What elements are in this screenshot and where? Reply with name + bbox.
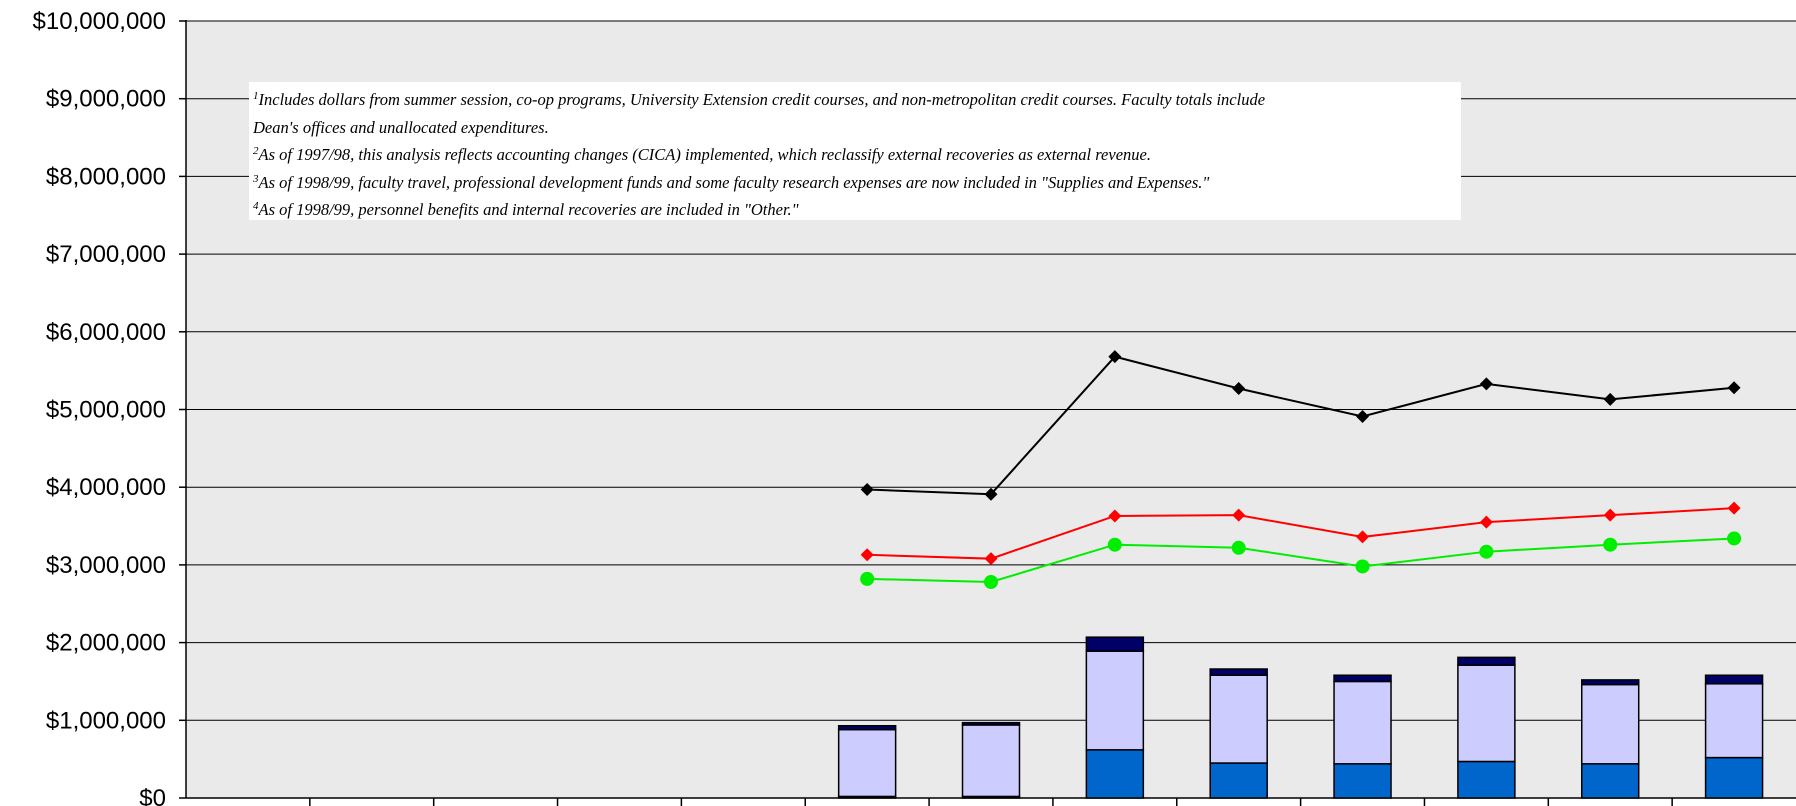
bar-segment: [1580, 679, 1640, 686]
footnote-marker: 3: [253, 172, 259, 185]
series-point: [860, 548, 874, 562]
series-point: [984, 487, 998, 501]
series-point: [1479, 377, 1493, 391]
series-point: [1479, 515, 1493, 529]
y-tick-label: $9,000,000: [46, 86, 166, 113]
bar-segment: [1704, 674, 1764, 685]
series-point: [1727, 381, 1741, 395]
bar-segment: [1085, 650, 1145, 751]
series-line: [867, 355, 1735, 496]
series-point: [1603, 508, 1617, 522]
footnote-1-continued: Dean's offices and unallocated expenditu…: [253, 114, 1457, 142]
bar-segment: [1333, 674, 1392, 683]
footnote-text: Includes dollars from summer session, co…: [258, 90, 1266, 109]
bar-segment: [1704, 756, 1764, 799]
bar-segment: [1209, 668, 1268, 676]
series-point: [1232, 382, 1246, 396]
footnote-4: 4As of 1998/99, personnel benefits and i…: [253, 196, 1457, 224]
series-point: [1603, 537, 1618, 552]
series-point: [1479, 544, 1494, 559]
y-tick-label: $1,000,000: [46, 707, 166, 734]
bar-segment: [1333, 680, 1392, 765]
series-point: [1603, 392, 1617, 406]
y-tick-label: $5,000,000: [46, 397, 166, 424]
bar-segment: [961, 724, 1021, 798]
bar-segment: [1333, 763, 1392, 799]
y-tick-label: $6,000,000: [46, 319, 166, 346]
y-tick-label: $4,000,000: [46, 474, 166, 501]
series-point: [1355, 559, 1370, 574]
bar-segment: [1704, 683, 1764, 759]
bar-segment: [1085, 636, 1145, 652]
bar-segment: [1457, 664, 1516, 763]
footnote-text: As of 1998/99, faculty travel, professio…: [258, 172, 1210, 192]
series-line: [867, 537, 1735, 583]
y-tick-label: $8,000,000: [46, 163, 166, 190]
series-point: [1356, 409, 1370, 423]
series-point: [860, 483, 874, 497]
footnote-marker: 1: [253, 90, 259, 102]
series-point: [1108, 350, 1122, 364]
series-point: [1232, 508, 1246, 522]
bar-segment: [1580, 683, 1640, 765]
series-point: [1356, 530, 1370, 544]
footnote-marker: 2: [253, 145, 259, 157]
y-tick-label: $2,000,000: [46, 630, 166, 657]
series-line: [867, 507, 1735, 560]
bar-segment: [1457, 760, 1516, 799]
footnote-1: 1Includes dollars from summer session, c…: [253, 86, 1457, 114]
stacked-bars: [837, 636, 1764, 799]
y-tick-label: $0: [139, 785, 166, 806]
footnotes-box: 1Includes dollars from summer session, c…: [249, 82, 1461, 220]
series-point: [1108, 509, 1122, 523]
footnote-2: 2As of 1997/98, this analysis reflects a…: [253, 141, 1457, 169]
series-point: [984, 574, 998, 589]
bar-segment: [837, 724, 897, 731]
y-tick-label: $10,000,000: [33, 8, 166, 35]
series-point: [1231, 540, 1246, 555]
y-tick-label: $7,000,000: [46, 241, 166, 268]
y-axis-tick-labels: $0 $1,000,000 $2,000,000 $3,000,000 $4,000,0…: [33, 8, 166, 806]
bar-segment: [1457, 656, 1516, 666]
y-tick-label: $3,000,000: [46, 552, 166, 579]
footnote-text: Dean's offices and unallocated expenditu…: [253, 117, 549, 137]
bar-segment: [1209, 762, 1268, 799]
footnote-3: 3As of 1998/99, faculty travel, professi…: [253, 169, 1457, 197]
footnote-marker: 4: [253, 200, 259, 212]
series-point: [984, 552, 998, 566]
line-series: [860, 350, 1742, 589]
bar-segment: [1580, 763, 1640, 799]
series-point: [1107, 537, 1122, 552]
footnote-text: As of 1998/99, personnel benefits and in…: [258, 200, 799, 219]
series-point: [1727, 501, 1741, 515]
bar-segment: [1209, 674, 1268, 764]
footnote-text: As of 1997/98, this analysis reflects ac…: [258, 145, 1151, 164]
bar-segment: [1085, 749, 1145, 799]
bar-segment: [837, 728, 897, 798]
series-point: [1727, 531, 1742, 546]
series-point: [860, 571, 875, 586]
bar-segment: [961, 721, 1021, 726]
